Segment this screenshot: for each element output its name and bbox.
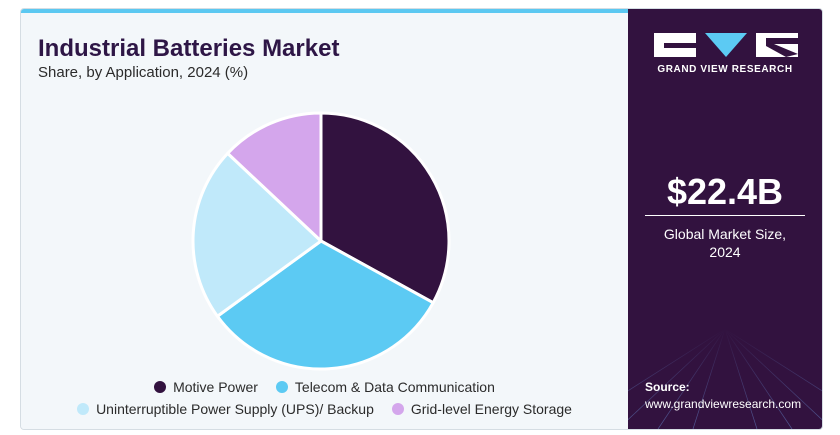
legend-row-1: Motive Power Telecom & Data Communicatio… — [21, 379, 628, 395]
market-size-value: $22.4B — [666, 171, 784, 212]
legend-row-2: Uninterruptible Power Supply (UPS)/ Back… — [21, 401, 628, 417]
accent-bar — [21, 9, 628, 13]
legend-item-motive-power: Motive Power — [154, 379, 258, 395]
legend-item-grid-storage: Grid-level Energy Storage — [391, 401, 572, 417]
legend-swatch-grid-storage — [391, 403, 404, 415]
pie-slice-motive-power — [319, 111, 451, 305]
logo-text: GRAND VIEW RESEARCH — [657, 64, 793, 75]
pie-slice-ups — [191, 151, 323, 318]
legend-swatch-ups — [77, 403, 90, 415]
source-link[interactable]: www.grandviewresearch.com — [645, 397, 802, 411]
legend-item-ups: Uninterruptible Power Supply (UPS)/ Back… — [77, 401, 374, 417]
pie-slice-telecom — [215, 239, 435, 371]
legend-swatch-telecom — [275, 381, 288, 393]
caption-line-1: Global Market Size, — [663, 226, 787, 242]
market-size-caption: Global Market Size, 2024 — [628, 225, 822, 261]
legend-label-ups: Uninterruptible Power Supply (UPS)/ Back… — [96, 401, 374, 417]
legend-label-motive-power: Motive Power — [173, 379, 258, 395]
grid-background — [628, 328, 822, 429]
pie-slice-grid-storage — [226, 111, 323, 243]
chart-title: Industrial Batteries Market — [38, 35, 340, 62]
pie-chart — [191, 111, 451, 371]
grand-view-research-logo — [654, 33, 798, 57]
chart-subtitle: Share, by Application, 2024 (%) — [38, 64, 249, 81]
summary-panel: GRAND VIEW RESEARCH $22.4B Global Market… — [628, 9, 822, 429]
legend-item-telecom: Telecom & Data Communication — [275, 379, 495, 395]
chart-area: Industrial Batteries Market Share, by Ap… — [21, 13, 628, 429]
divider — [645, 215, 805, 216]
chart-card: Industrial Batteries Market Share, by Ap… — [20, 8, 823, 430]
legend-label-grid-storage: Grid-level Energy Storage — [410, 401, 572, 417]
caption-line-2: 2024 — [709, 244, 741, 260]
legend-label-telecom: Telecom & Data Communication — [294, 379, 495, 395]
legend-swatch-motive-power — [154, 381, 167, 393]
source-label: Source: — [645, 380, 690, 394]
